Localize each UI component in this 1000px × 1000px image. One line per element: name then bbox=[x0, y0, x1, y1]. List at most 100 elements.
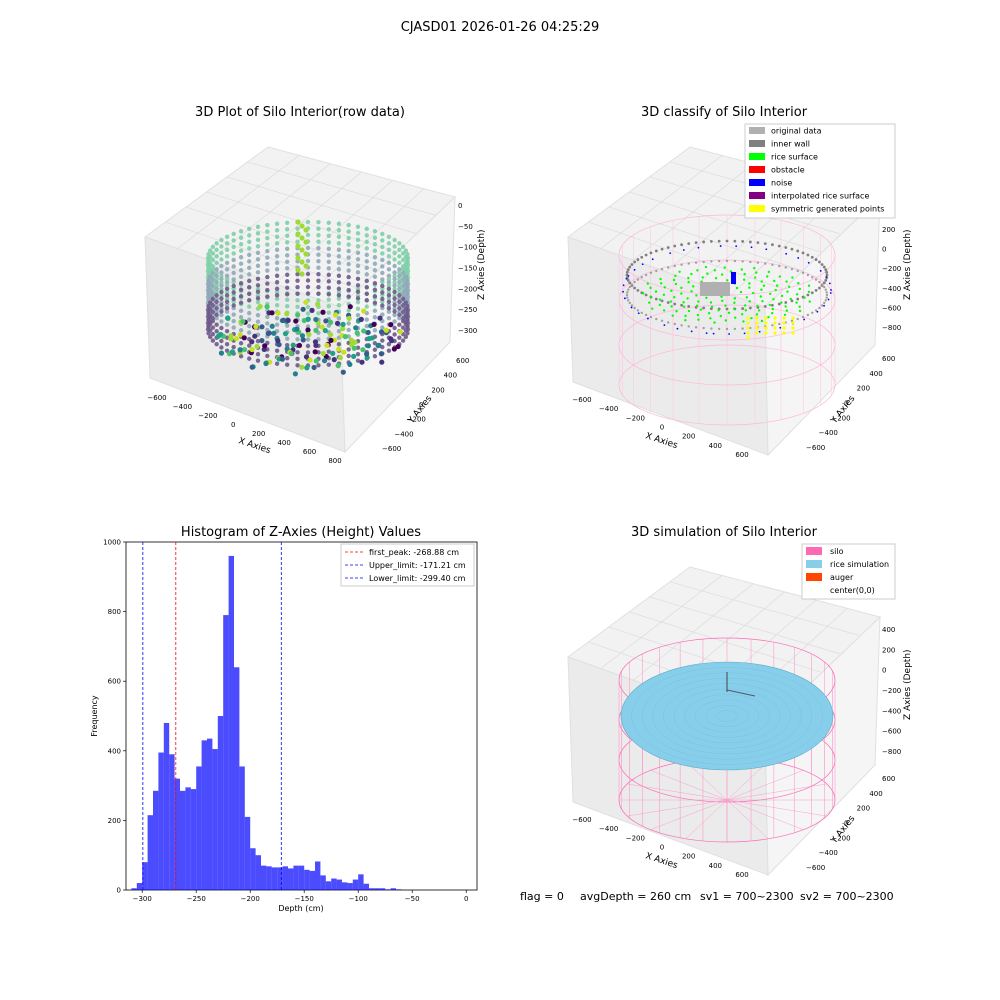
wall-point bbox=[305, 324, 311, 329]
floor-point bbox=[395, 343, 401, 350]
wall-point bbox=[364, 246, 369, 251]
noise-point bbox=[807, 261, 810, 264]
rice-surface-point bbox=[760, 280, 763, 283]
inner-wall-point bbox=[644, 313, 648, 317]
wall-point bbox=[285, 323, 290, 328]
wall-point bbox=[274, 234, 280, 239]
y-tick-label: 200 bbox=[108, 817, 121, 825]
wall-point bbox=[364, 226, 369, 232]
inner-wall-point bbox=[733, 327, 737, 331]
wall-point bbox=[247, 310, 252, 316]
wall-point bbox=[355, 289, 361, 295]
noise-point bbox=[819, 270, 822, 272]
classify-3d-legend: original data inner wall rice surface obsta… bbox=[744, 123, 896, 219]
histogram-bar bbox=[185, 787, 191, 890]
wall-point bbox=[392, 332, 397, 337]
legend-swatch bbox=[749, 192, 765, 199]
rice-surface-point bbox=[696, 313, 700, 317]
wall-point bbox=[326, 259, 331, 264]
floor-point bbox=[300, 306, 306, 312]
wall-point bbox=[238, 268, 244, 273]
wall-point bbox=[305, 232, 311, 238]
tick-label: −400 bbox=[394, 430, 413, 438]
floor-point bbox=[383, 327, 389, 333]
inner-wall-point bbox=[702, 326, 705, 330]
floor-point bbox=[335, 363, 341, 369]
floor-point bbox=[253, 324, 259, 330]
inner-wall-point bbox=[640, 276, 643, 279]
wall-point bbox=[372, 354, 378, 359]
symmetric-point bbox=[764, 326, 768, 330]
floor-point bbox=[342, 334, 348, 340]
noise-point bbox=[676, 327, 679, 330]
inner-wall-point bbox=[817, 260, 821, 264]
symmetric-point bbox=[782, 321, 786, 325]
simulation-3d-panel[interactable]: 3D simulation of Silo Interior −600−400−… bbox=[566, 525, 913, 879]
wall-point bbox=[397, 241, 402, 246]
wall-point bbox=[392, 325, 397, 331]
wall-point bbox=[255, 319, 261, 324]
wall-point bbox=[346, 268, 351, 273]
histogram-bar bbox=[201, 740, 207, 890]
inner-wall-point bbox=[777, 244, 781, 248]
wall-point bbox=[355, 276, 361, 282]
inner-wall-point bbox=[741, 327, 744, 330]
rice-surface-point bbox=[697, 318, 700, 321]
simulation-3d-z-ticks: 400 200 0 −200 −400 −600 −800 bbox=[882, 626, 901, 756]
wall-point bbox=[214, 341, 219, 347]
wall-point bbox=[403, 293, 409, 299]
wall-point bbox=[231, 312, 236, 317]
rice-surface-point bbox=[748, 300, 751, 303]
wall-point bbox=[285, 343, 290, 348]
wall-point bbox=[207, 248, 213, 253]
wall-point bbox=[346, 281, 351, 286]
floor-point bbox=[288, 350, 294, 357]
floor-point bbox=[263, 360, 269, 367]
wall-point bbox=[355, 257, 361, 262]
wall-point bbox=[346, 222, 351, 228]
symmetric-point bbox=[755, 331, 759, 335]
wall-point bbox=[316, 298, 321, 303]
rice-surface-point bbox=[759, 295, 762, 298]
y-tick-label: 600 bbox=[108, 678, 121, 686]
rice-surface-point bbox=[795, 293, 799, 296]
inner-wall-point bbox=[655, 269, 658, 273]
rice-surface-point bbox=[743, 304, 747, 307]
histogram-bar bbox=[234, 667, 240, 890]
wall-point bbox=[295, 284, 300, 290]
spike-point bbox=[303, 263, 309, 269]
floor-point bbox=[275, 338, 281, 344]
x-tick-label: −50 bbox=[405, 895, 420, 903]
inner-wall-point bbox=[756, 241, 760, 245]
wall-point bbox=[403, 254, 409, 260]
histogram-panel[interactable]: Histogram of Z-Axies (Height) Values −30… bbox=[90, 525, 478, 913]
inner-wall-point bbox=[660, 267, 664, 271]
inner-wall-point bbox=[820, 283, 824, 286]
noise-point bbox=[622, 290, 624, 293]
wall-point bbox=[392, 276, 397, 282]
histogram-bar bbox=[298, 865, 305, 890]
floor-point bbox=[324, 342, 330, 348]
wall-point bbox=[400, 325, 406, 330]
floor-point bbox=[331, 357, 337, 363]
wall-point bbox=[207, 254, 213, 260]
simulation-3d-x-ticks: −600 −400 −200 0 200 400 600 bbox=[572, 816, 748, 879]
floor-point bbox=[300, 337, 306, 343]
tick-label: −50 bbox=[458, 223, 473, 231]
x-tick-label: −100 bbox=[349, 895, 368, 903]
inner-wall-point bbox=[717, 259, 721, 263]
floor-point bbox=[322, 327, 328, 334]
noise-point bbox=[829, 292, 832, 294]
wall-point bbox=[206, 323, 211, 328]
tick-label: −100 bbox=[458, 244, 477, 252]
wall-point bbox=[214, 254, 219, 259]
histogram-bar bbox=[190, 789, 197, 890]
classify-3d-panel[interactable]: 3D classify of Silo Interior −600 −400 −20… bbox=[566, 105, 913, 459]
rice-surface-point bbox=[642, 292, 645, 295]
inner-wall-point bbox=[667, 266, 670, 269]
raw-3d-panel[interactable]: 3D Plot of Silo Interior(row data) −600−… bbox=[143, 105, 487, 465]
wall-point bbox=[400, 303, 406, 308]
wall-point bbox=[255, 312, 261, 318]
wall-point bbox=[210, 325, 216, 330]
noise-point bbox=[728, 333, 731, 335]
